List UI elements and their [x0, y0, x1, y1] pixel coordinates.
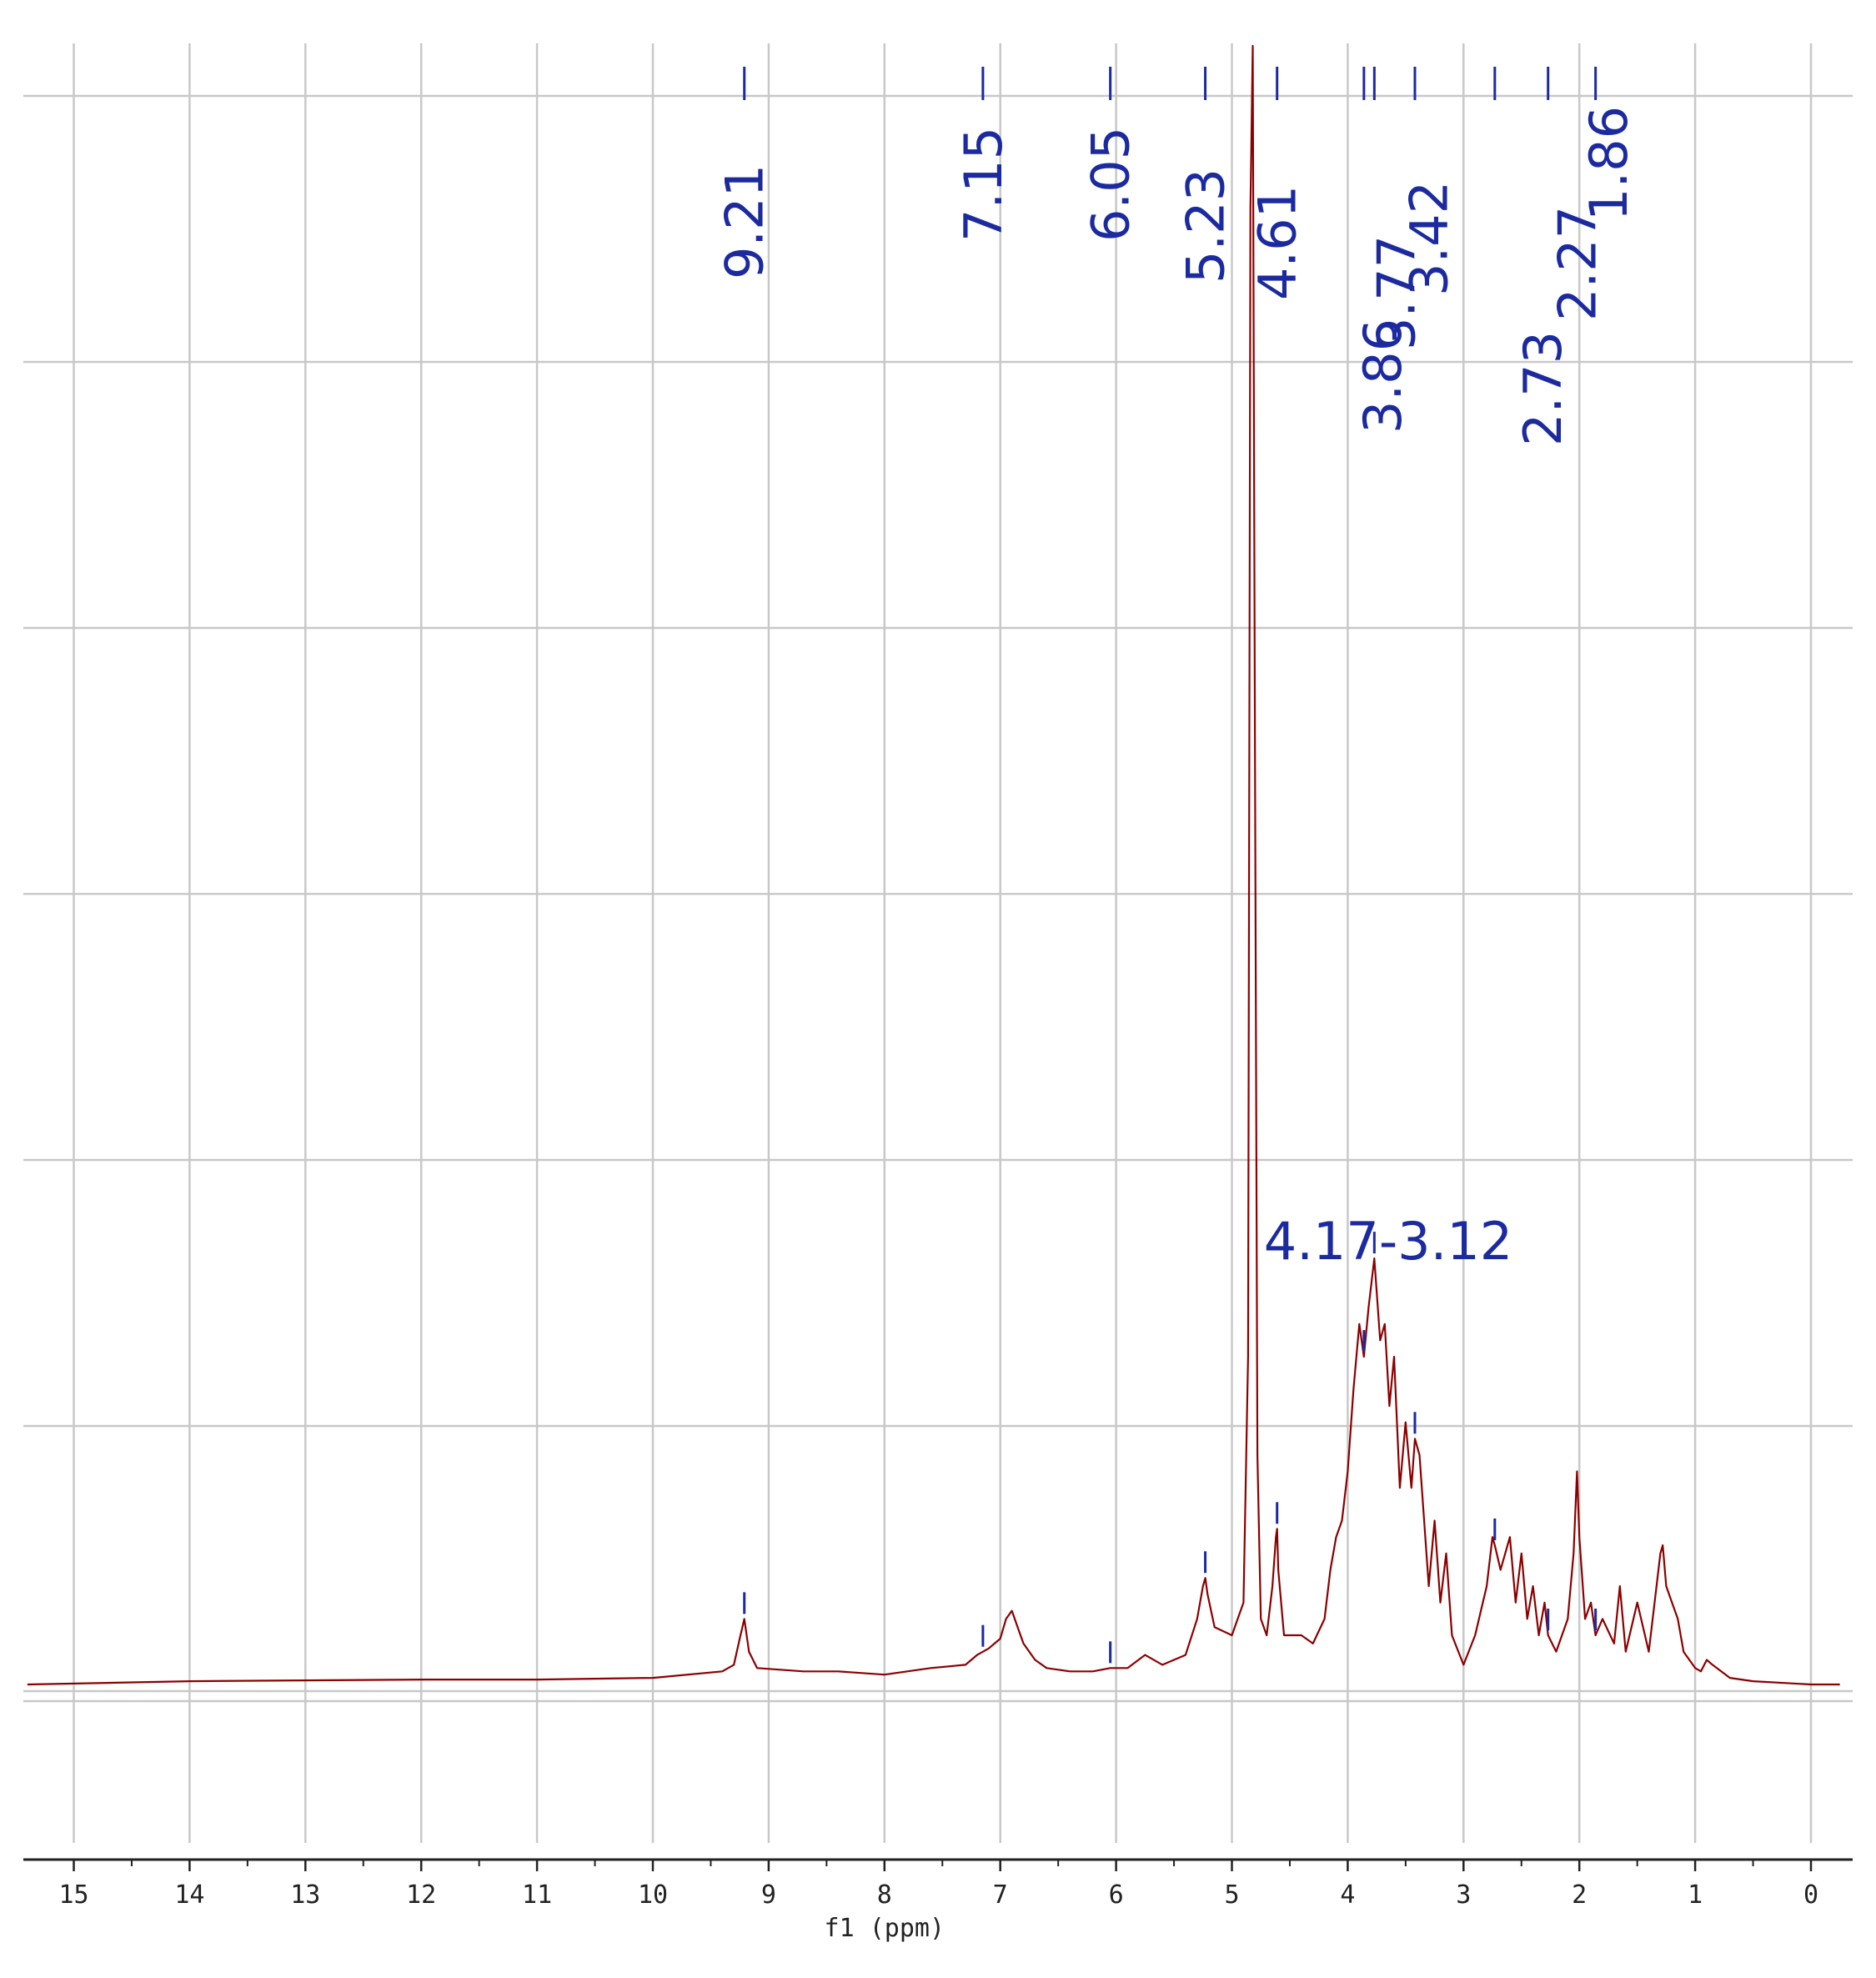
vertical-gridlines [73, 43, 1813, 1843]
x-tick-label-11: 11 [522, 1880, 552, 1910]
peak-label-2.27: 2.27 [1547, 206, 1608, 321]
x-tick-label-8: 8 [877, 1880, 892, 1910]
peak-label-3.86: 3.86 [1352, 319, 1413, 434]
x-axis-title: f1 (ppm) [825, 1914, 946, 1943]
peak-label-2.73: 2.73 [1512, 331, 1573, 446]
x-tick-label-15: 15 [58, 1880, 88, 1910]
x-tick-label-6: 6 [1109, 1880, 1124, 1910]
x-axis-tick-labels: 15 14 13 12 11 10 9 8 7 6 5 4 3 2 1 0 [58, 1880, 1818, 1910]
peak-label-1.86: 1.86 [1578, 106, 1639, 221]
integration-range-label: 4.17-3.12 [1264, 1211, 1512, 1272]
peak-label-5.23: 5.23 [1176, 168, 1236, 284]
x-tick-label-4: 4 [1340, 1880, 1355, 1910]
peak-label-6.05: 6.05 [1081, 127, 1141, 242]
x-tick-label-14: 14 [174, 1880, 204, 1910]
x-axis-ticks [73, 1860, 1813, 1871]
x-tick-label-9: 9 [761, 1880, 776, 1910]
x-tick-label-1: 1 [1688, 1880, 1703, 1910]
peak-markers [743, 67, 1598, 1664]
peak-label-3.77: 3.77 [1367, 235, 1427, 350]
x-tick-label-5: 5 [1224, 1880, 1239, 1910]
x-tick-label-12: 12 [406, 1880, 436, 1910]
peak-label-7.15: 7.15 [953, 127, 1014, 242]
horizontal-gridlines [23, 94, 1853, 1703]
peak-label-3.42: 3.42 [1399, 181, 1460, 296]
spectrum-series-line [27, 44, 1840, 1686]
x-tick-label-0: 0 [1803, 1880, 1818, 1910]
x-tick-label-7: 7 [993, 1880, 1008, 1910]
x-tick-label-2: 2 [1572, 1880, 1587, 1910]
x-tick-label-13: 13 [290, 1880, 320, 1910]
peak-labels: 9.21 7.15 6.05 5.23 4.61 3.863.773.42 2.73 2.27… [715, 106, 1639, 446]
x-tick-label-3: 3 [1456, 1880, 1471, 1910]
peak-label-9.21: 9.21 [715, 164, 775, 279]
x-tick-label-10: 10 [638, 1880, 668, 1910]
peak-label-4.61: 4.61 [1247, 185, 1308, 300]
